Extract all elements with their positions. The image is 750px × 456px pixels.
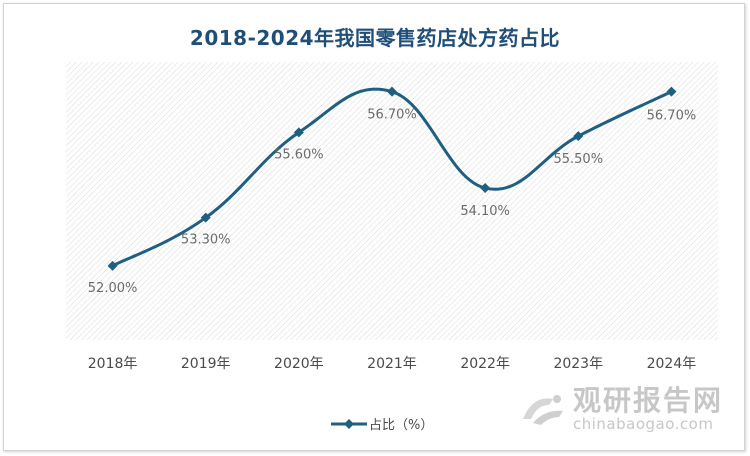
data-label: 55.50% bbox=[553, 152, 603, 167]
x-tick-label: 2018年 bbox=[88, 356, 138, 372]
x-tick-label: 2020年 bbox=[274, 356, 324, 372]
data-point-marker[interactable] bbox=[666, 86, 677, 97]
data-point-marker[interactable] bbox=[480, 183, 491, 194]
chart-frame: 2018-2024年我国零售药店处方药占比 52.00% 53.30% 55.60%… bbox=[3, 3, 745, 451]
data-label: 56.70% bbox=[647, 109, 697, 124]
data-label: 54.10% bbox=[460, 204, 510, 219]
data-point-marker[interactable] bbox=[107, 260, 118, 271]
watermark-logo-icon bbox=[519, 389, 567, 429]
watermark-name: 观研报告网 bbox=[573, 384, 724, 417]
chart-canvas: 52.00% 53.30% 55.60% 56.70% 54.10% 55.50% 56.7… bbox=[66, 62, 718, 372]
data-label: 53.30% bbox=[181, 233, 231, 248]
data-point-marker[interactable] bbox=[387, 86, 397, 97]
chart-title: 2018-2024年我国零售药店处方药占比 bbox=[189, 26, 561, 50]
data-label: 56.70% bbox=[367, 108, 417, 123]
x-tick-label: 2024年 bbox=[647, 356, 697, 372]
data-label: 55.60% bbox=[274, 147, 324, 162]
watermark-url: chinabaogao.com bbox=[573, 415, 714, 433]
data-point-marker[interactable] bbox=[573, 131, 584, 142]
x-tick-label: 2022年 bbox=[460, 356, 510, 372]
legend-label: 占比（%） bbox=[369, 418, 434, 433]
data-label: 52.00% bbox=[88, 281, 138, 296]
data-point-marker[interactable] bbox=[293, 127, 304, 138]
x-tick-label: 2019年 bbox=[181, 356, 231, 372]
data-point-marker[interactable] bbox=[200, 212, 211, 223]
legend[interactable]: 占比（%） bbox=[329, 414, 433, 433]
watermark: 观研报告网 chinabaogao.com bbox=[519, 386, 723, 432]
legend-line-marker bbox=[331, 418, 367, 429]
x-tick-label: 2021年 bbox=[367, 356, 417, 372]
x-tick-label: 2023年 bbox=[553, 356, 603, 372]
plot-area bbox=[66, 62, 718, 340]
